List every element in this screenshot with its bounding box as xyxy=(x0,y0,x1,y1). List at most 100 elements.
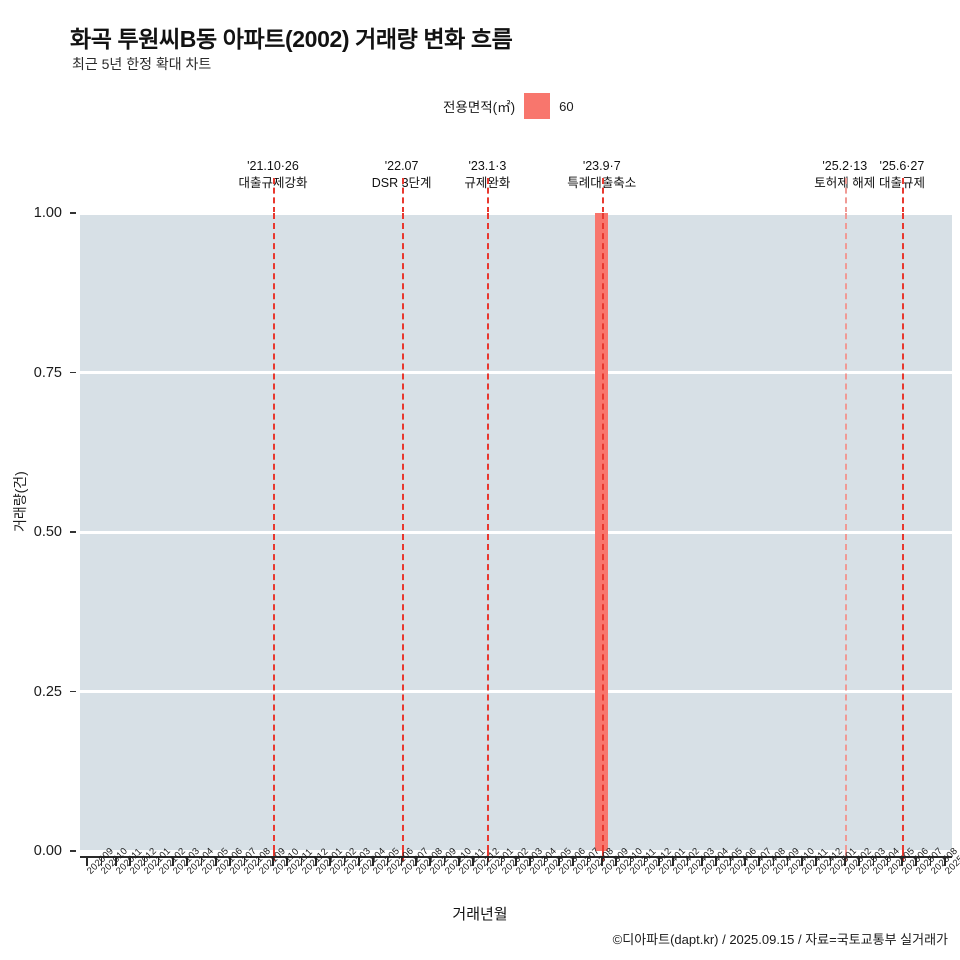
annotation-line-202502 xyxy=(844,213,847,851)
y-tick-mark xyxy=(70,212,76,214)
gridline xyxy=(80,690,952,693)
x-tick-mark xyxy=(543,858,546,866)
y-tick-label: 0.00 xyxy=(33,843,62,859)
x-tick-mark xyxy=(300,858,303,866)
x-tick-mark xyxy=(944,858,946,866)
x-tick-mark xyxy=(672,858,675,866)
x-tick-mark xyxy=(329,858,331,866)
x-tick-mark xyxy=(429,858,432,866)
x-tick-mark xyxy=(743,858,746,866)
gridline xyxy=(80,371,952,374)
x-tick-mark xyxy=(572,858,574,866)
y-tick-label: 0.25 xyxy=(33,683,62,700)
x-tick-mark xyxy=(458,858,460,866)
annotation-line-top-202502 xyxy=(844,178,847,213)
annotation-date: '23.9·7 xyxy=(582,159,621,173)
annotation-date: '25.6·27 xyxy=(879,159,925,173)
annotation-date: '22.07 xyxy=(384,159,419,173)
annotation-line-202506 xyxy=(901,213,904,851)
x-tick-mark xyxy=(400,858,403,866)
chart-legend: 전용면적(㎡) 60 xyxy=(443,93,574,119)
x-tick-mark xyxy=(143,858,146,866)
x-tick-mark xyxy=(515,858,517,866)
x-tick-mark xyxy=(686,858,689,866)
annotation-line-202301 xyxy=(487,213,490,851)
x-tick-mark xyxy=(186,858,188,866)
x-tick-mark xyxy=(701,858,703,866)
footer-credit: ©디아파트(dapt.kr) / 2025.09.15 / 자료=국토교통부 실… xyxy=(612,932,948,947)
y-axis-title: 거래량(건) xyxy=(12,471,28,532)
x-tick-mark xyxy=(643,858,646,866)
x-tick-mark xyxy=(529,858,532,866)
y-tick-label: 0.75 xyxy=(33,364,62,381)
x-tick-mark xyxy=(858,858,860,866)
annotation-line-top-202301 xyxy=(487,178,490,213)
x-tick-mark xyxy=(229,858,231,866)
x-tick-mark xyxy=(786,858,789,866)
x-tick-mark xyxy=(929,858,932,866)
x-tick-mark xyxy=(901,858,903,866)
annotation-line-202309 xyxy=(601,213,604,851)
legend-label-60: 60 xyxy=(559,98,574,114)
x-tick-mark xyxy=(729,858,732,866)
x-tick-mark xyxy=(886,858,889,866)
x-tick-mark xyxy=(658,858,660,866)
x-tick-mark xyxy=(386,858,389,866)
x-tick-mark xyxy=(86,858,88,866)
x-tick-mark xyxy=(615,858,617,866)
x-tick-mark xyxy=(357,858,360,866)
x-tick-mark xyxy=(443,858,446,866)
annotation-line-top-202309 xyxy=(601,178,604,213)
x-tick-mark xyxy=(558,858,560,866)
x-tick-mark xyxy=(843,858,846,866)
x-tick-mark xyxy=(243,858,246,866)
x-tick-mark xyxy=(600,858,603,866)
y-tick-label: 1.00 xyxy=(33,205,62,221)
y-tick-mark xyxy=(70,371,76,374)
x-tick-mark xyxy=(829,858,832,866)
annotation-date: '21.10·26 xyxy=(247,159,299,173)
annotation-date: '25.2·13 xyxy=(822,159,868,173)
bar-202309[interactable] xyxy=(595,213,609,851)
annotation-line-top-202207 xyxy=(401,178,404,213)
annotation-line-top-202506 xyxy=(901,178,904,213)
x-tick-mark xyxy=(486,858,489,866)
y-tick-label: 0.50 xyxy=(33,524,62,540)
x-tick-mark xyxy=(415,858,417,866)
x-tick-mark xyxy=(629,858,632,866)
x-tick-mark xyxy=(586,858,589,866)
x-tick-mark xyxy=(500,858,503,866)
x-tick-mark xyxy=(915,858,918,866)
x-tick-mark xyxy=(472,858,474,866)
x-tick-mark xyxy=(758,858,760,866)
x-tick-mark xyxy=(372,858,374,866)
x-tick-mark xyxy=(200,858,203,866)
x-tick-mark xyxy=(815,858,817,866)
annotation-line-202207 xyxy=(401,213,404,851)
legend-swatch-60 xyxy=(524,93,551,119)
annotation-line-top-202110 xyxy=(272,178,275,213)
x-tick-mark xyxy=(129,858,131,866)
x-tick-mark xyxy=(272,858,274,866)
chart-subtitle: 최근 5년 한정 확대 차트 xyxy=(72,56,212,72)
annotation-date: '23.1·3 xyxy=(468,159,507,173)
x-tick-mark xyxy=(315,858,317,866)
y-tick-mark xyxy=(70,690,76,693)
x-tick-mark xyxy=(286,858,289,866)
x-tick-mark xyxy=(157,858,160,866)
y-tick-mark xyxy=(70,850,76,852)
x-tick-mark xyxy=(114,858,117,866)
x-tick-mark xyxy=(801,858,803,866)
y-tick-mark xyxy=(70,531,76,533)
x-axis-title: 거래년월 xyxy=(452,906,508,923)
plot-area xyxy=(80,211,952,853)
page-title: 화곡 투원씨B동 아파트(2002) 거래량 변화 흐름 xyxy=(70,26,513,52)
x-tick-mark xyxy=(772,858,775,866)
legend-title: 전용면적(㎡) xyxy=(443,100,516,115)
x-axis-line xyxy=(80,856,952,858)
x-tick-mark xyxy=(872,858,875,866)
x-tick-mark xyxy=(343,858,346,866)
annotation-line-202110 xyxy=(272,213,275,851)
gridline xyxy=(80,530,952,534)
